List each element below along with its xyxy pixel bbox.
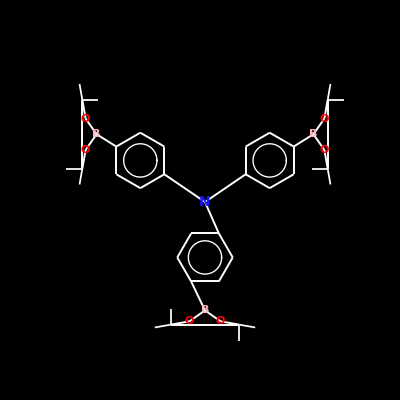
- Text: O: O: [185, 316, 194, 326]
- Text: O: O: [320, 145, 329, 155]
- Text: B: B: [92, 129, 101, 139]
- Text: O: O: [216, 316, 225, 326]
- Text: O: O: [81, 114, 90, 124]
- Text: B: B: [201, 306, 209, 316]
- Text: N: N: [199, 195, 211, 209]
- Text: O: O: [320, 114, 329, 124]
- Text: B: B: [309, 129, 318, 139]
- Text: O: O: [81, 145, 90, 155]
